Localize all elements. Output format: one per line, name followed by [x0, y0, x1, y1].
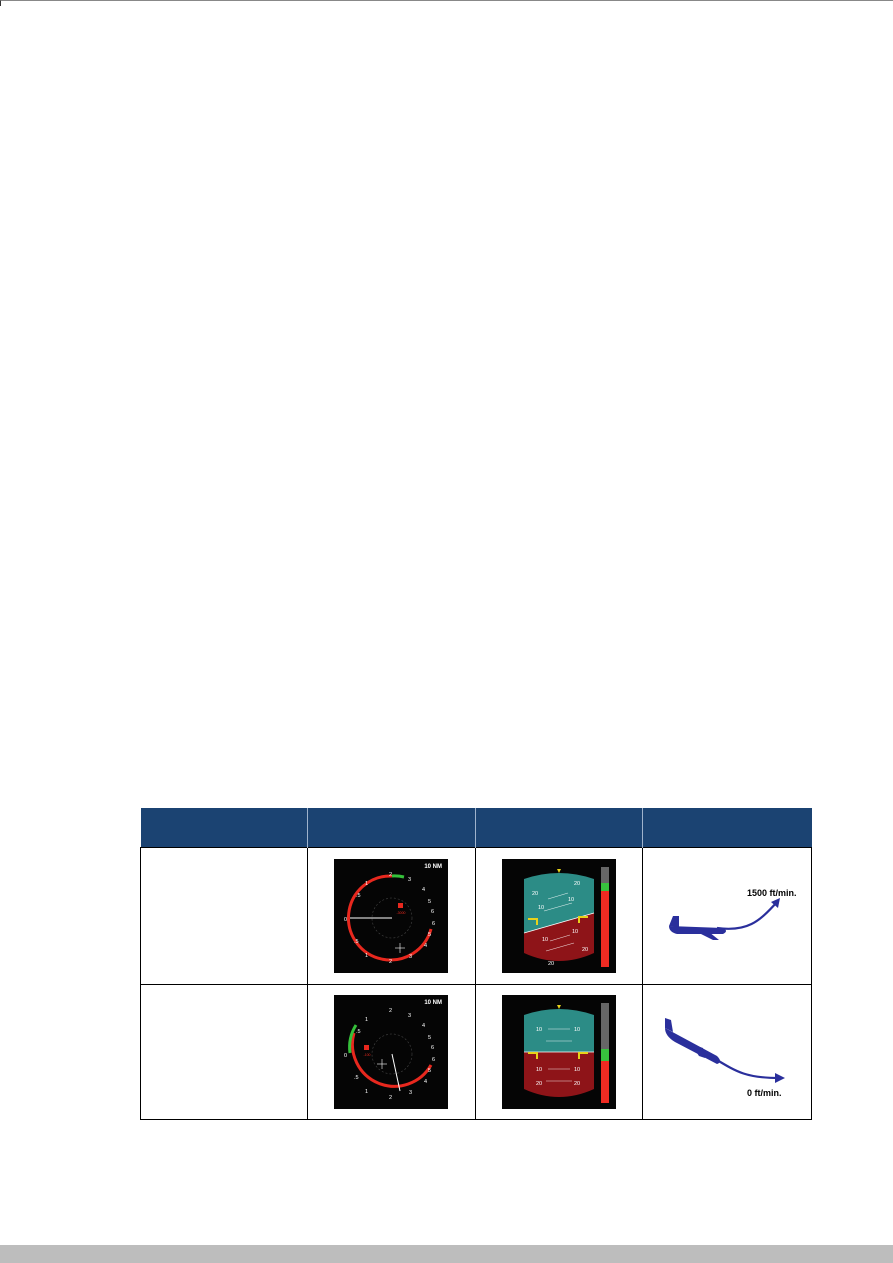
scale-label: 4 [424, 1079, 427, 1085]
scale-label: .5 [354, 939, 359, 945]
scale-label: 5 [428, 1035, 431, 1041]
scale-label: 3 [409, 954, 412, 960]
scale-label: 3 [408, 1013, 411, 1019]
scale-label: 0 [344, 917, 347, 923]
scale-label: 4 [422, 887, 425, 893]
pitch-label: 10 [572, 929, 578, 935]
navigation-display-image: 10 NM -100 .5 1 0 .5 1 2 3 4 [334, 995, 448, 1109]
table-header-cell [306, 808, 475, 848]
target-label: -3000 [397, 911, 406, 915]
table-row: 10 NM -100 .5 1 0 .5 1 2 3 4 [140, 984, 812, 1120]
scale-label: 5 [428, 899, 431, 905]
scale-label: 3 [409, 1090, 412, 1096]
pitch-label: 20 [532, 891, 538, 897]
pitch-label: 20 [536, 1081, 542, 1087]
pitch-label: 10 [536, 1027, 542, 1033]
scale-label: 4 [424, 943, 427, 949]
table-row: 10 NM -3000 .5 1 0 .5 1 2 3 4 [140, 847, 812, 985]
nd-cell: 10 NM -3000 .5 1 0 .5 1 2 3 4 [306, 847, 476, 985]
scale-label: 1 [365, 953, 368, 959]
pfd-cell: 10 10 10 10 20 20 [474, 984, 643, 1120]
table-header-cell [474, 808, 642, 848]
pitch-label: 20 [548, 961, 554, 967]
airplane-icon [664, 1018, 720, 1064]
table-header-cell [140, 808, 307, 848]
scale-label: 2 [389, 1095, 392, 1101]
trajectory-cell: 0 ft/min. [641, 984, 812, 1120]
scale-label: 2 [389, 959, 392, 965]
scale-label: 4 [422, 1023, 425, 1029]
row-label-cell [140, 984, 308, 1120]
scale-label: 0 [344, 1053, 347, 1059]
scale-label: .5 [356, 1029, 361, 1035]
pitch-label: 20 [582, 947, 588, 953]
page-footer-bar [0, 1245, 893, 1263]
range-label: 10 NM [424, 1000, 442, 1006]
pitch-label: 10 [538, 905, 544, 911]
climb-trajectory-image: 1500 ft/min. [668, 888, 797, 940]
scale-label: 2 [389, 872, 392, 878]
airplane-icon [668, 916, 726, 940]
scale-label: .5 [356, 893, 361, 899]
row-label-cell [140, 847, 308, 985]
pitch-label: 10 [536, 1067, 542, 1073]
pitch-label: 20 [574, 1081, 580, 1087]
primary-flight-display-image: 10 10 10 10 20 20 [501, 995, 616, 1109]
scale-label: 5 [428, 932, 431, 938]
scale-label: .5 [354, 1075, 359, 1081]
scale-label: 1 [365, 1017, 368, 1023]
scale-label: 5 [428, 1068, 431, 1074]
scale-label: 6 [431, 909, 434, 915]
pitch-label: 20 [574, 881, 580, 887]
figure-table: 10 NM -3000 .5 1 0 .5 1 2 3 4 [140, 808, 812, 1120]
target-label: -100 [363, 1053, 370, 1057]
scale-label: 6 [432, 1057, 435, 1063]
scale-label: 1 [365, 1089, 368, 1095]
table-header-row [140, 808, 812, 848]
scale-label: 3 [408, 877, 411, 883]
range-label: 10 NM [424, 864, 442, 870]
pitch-label: 10 [574, 1027, 580, 1033]
pfd-cell: 20 20 10 10 10 10 20 20 [474, 847, 643, 985]
scale-label: 1 [365, 881, 368, 887]
navigation-display-image: 10 NM -3000 .5 1 0 .5 1 2 3 4 [334, 859, 448, 973]
rate-label: 1500 ft/min. [747, 888, 797, 898]
pitch-label: 10 [568, 897, 574, 903]
rate-label: 0 ft/min. [747, 1088, 782, 1098]
primary-flight-display-image: 20 20 10 10 10 10 20 20 [501, 859, 616, 973]
trajectory-cell: 1500 ft/min. [641, 847, 812, 985]
scale-label: 6 [432, 921, 435, 927]
nd-cell: 10 NM -100 .5 1 0 .5 1 2 3 4 [306, 984, 476, 1120]
descent-trajectory-image: 0 ft/min. [664, 1018, 785, 1098]
pitch-label: 10 [542, 937, 548, 943]
scale-label: 6 [431, 1045, 434, 1051]
scale-label: 2 [389, 1008, 392, 1014]
page-top-rule [0, 0, 893, 6]
table-header-cell [641, 808, 812, 848]
pitch-label: 10 [574, 1067, 580, 1073]
